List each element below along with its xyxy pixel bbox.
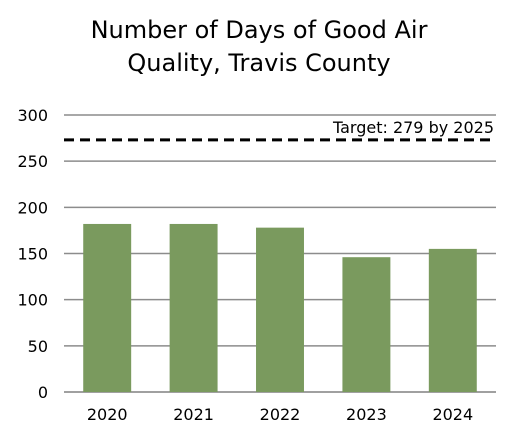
chart-title: Number of Days of Good Air Quality, Trav…	[0, 14, 518, 80]
y-tick-label-100: 100	[17, 291, 48, 310]
y-tick-label-300: 300	[17, 106, 48, 125]
x-tick-label-2020: 2020	[87, 405, 128, 424]
y-tick-label-150: 150	[17, 245, 48, 264]
bar-2024	[428, 248, 477, 392]
y-tick-label-200: 200	[17, 198, 48, 217]
bar-2020	[83, 223, 132, 392]
target-label: Target: 279 by 2025	[332, 118, 494, 137]
y-tick-label-50: 50	[28, 337, 48, 356]
bar-2022	[256, 227, 304, 392]
x-tick-label-2024: 2024	[432, 405, 473, 424]
x-tick-label-2022: 2022	[260, 405, 301, 424]
y-tick-label-250: 250	[17, 152, 48, 171]
y-tick-label-0: 0	[38, 383, 48, 402]
x-tick-label-2023: 2023	[346, 405, 387, 424]
chart-title-line-1: Number of Days of Good Air	[90, 16, 428, 44]
chart-title-line-2: Quality, Travis County	[127, 49, 391, 77]
x-tick-label-2021: 2021	[173, 405, 214, 424]
bar-2021	[169, 223, 218, 392]
bar-2023	[342, 257, 391, 392]
